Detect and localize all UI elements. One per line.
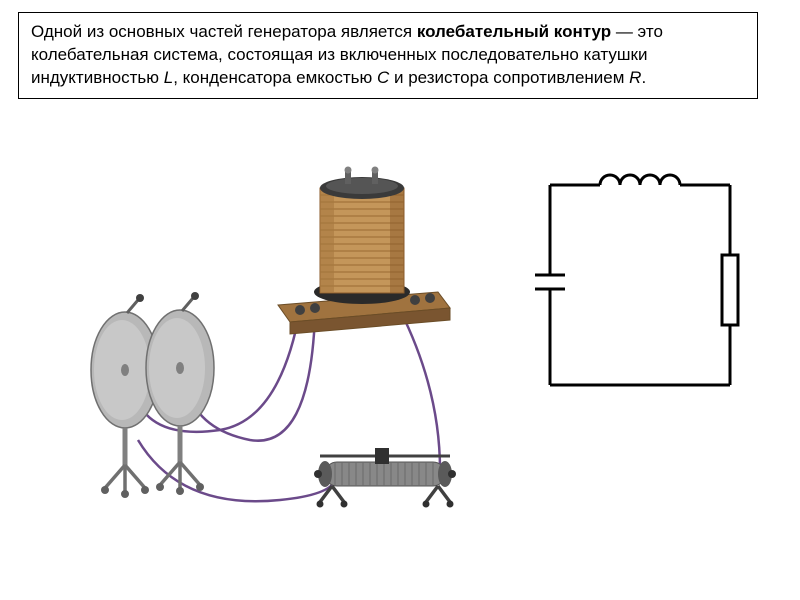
symbol-C: C bbox=[377, 68, 389, 87]
wire bbox=[138, 440, 335, 501]
text-part: колебательная система, состоящая из вклю… bbox=[31, 45, 647, 64]
text-part: — это bbox=[611, 22, 663, 41]
wire bbox=[400, 310, 440, 470]
text-part: и резистора сопротивлением bbox=[389, 68, 629, 87]
rlc-schematic bbox=[530, 165, 750, 405]
schematic-circuit bbox=[530, 165, 750, 405]
rheostat bbox=[314, 448, 456, 508]
text-bold: колебательный контур bbox=[417, 22, 611, 41]
symbol-R: R bbox=[629, 68, 641, 87]
inductor-coil bbox=[314, 167, 410, 305]
description-box: Одной из основных частей генератора явля… bbox=[18, 12, 758, 99]
text-part: индуктивностью bbox=[31, 68, 164, 87]
physical-setup bbox=[20, 130, 560, 550]
capacitor-plate-1 bbox=[91, 294, 159, 498]
text-part: , конденсатора емкостью bbox=[173, 68, 377, 87]
symbol-L: L bbox=[164, 68, 173, 87]
diagram-area bbox=[0, 130, 800, 600]
text-part: Одной из основных частей генератора явля… bbox=[31, 22, 417, 41]
text-part: . bbox=[641, 68, 646, 87]
